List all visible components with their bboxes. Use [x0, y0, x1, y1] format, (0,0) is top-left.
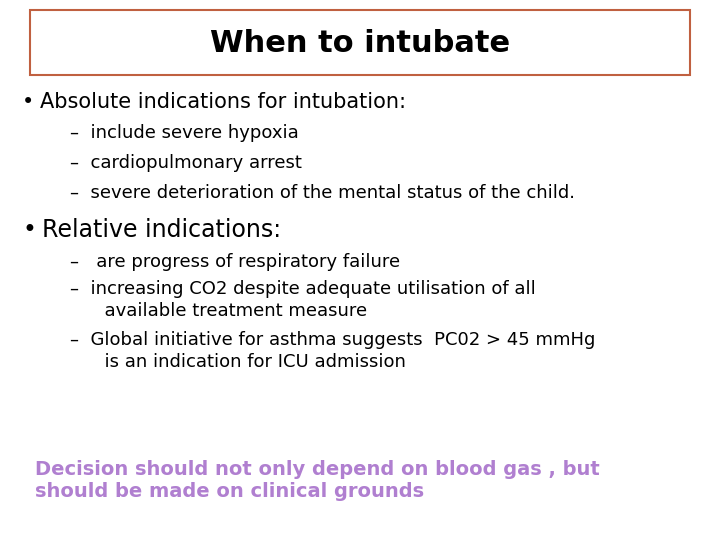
Text: •: • [22, 92, 35, 112]
Text: available treatment measure: available treatment measure [70, 302, 367, 320]
FancyBboxPatch shape [30, 10, 690, 75]
Text: is an indication for ICU admission: is an indication for ICU admission [70, 353, 406, 371]
Text: Absolute indications for intubation:: Absolute indications for intubation: [40, 92, 406, 112]
Text: –  include severe hypoxia: – include severe hypoxia [70, 124, 299, 142]
Text: Decision should not only depend on blood gas , but: Decision should not only depend on blood… [35, 460, 600, 479]
Text: –  severe deterioration of the mental status of the child.: – severe deterioration of the mental sta… [70, 184, 575, 202]
Text: should be made on clinical grounds: should be made on clinical grounds [35, 482, 424, 501]
Text: When to intubate: When to intubate [210, 29, 510, 57]
Text: –   are progress of respiratory failure: – are progress of respiratory failure [70, 253, 400, 271]
Text: Relative indications:: Relative indications: [42, 218, 281, 242]
Text: –  Global initiative for asthma suggests  PC02 > 45 mmHg: – Global initiative for asthma suggests … [70, 331, 595, 349]
Text: –  increasing CO2 despite adequate utilisation of all: – increasing CO2 despite adequate utilis… [70, 280, 536, 298]
Text: •: • [22, 218, 36, 242]
Text: –  cardiopulmonary arrest: – cardiopulmonary arrest [70, 154, 302, 172]
